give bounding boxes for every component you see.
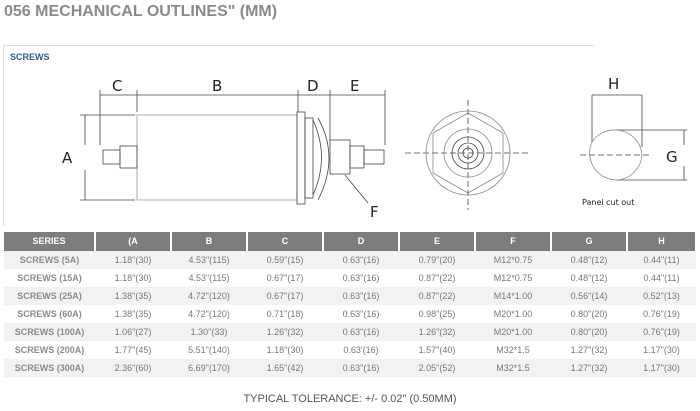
table-cell: 0.63"(16) [323, 323, 399, 341]
column-header: C [247, 232, 324, 251]
table-cell: M12*0.75 [475, 251, 551, 269]
column-header: F [475, 232, 552, 251]
dim-label-b: B [212, 77, 222, 95]
table-cell: 0.63"(16) [323, 359, 399, 377]
tolerance-note: TYPICAL TOLERANCE: +/- 0.02" (0.50MM) [243, 393, 457, 405]
table-cell: M32*1.5 [475, 359, 551, 377]
table-row: SCREWS (15A) 1.18"(30) 4.53"(115) 0.67"(17)… [4, 269, 696, 287]
column-header: G [551, 232, 628, 251]
table-cell: 0.48"(12) [551, 269, 627, 287]
table-cell: 0.76"(19) [627, 323, 696, 341]
series-cell: SCREWS (100A) [4, 323, 95, 341]
table-cell: 4.72"(120) [171, 305, 247, 323]
table-cell: 1.18"(30) [95, 251, 171, 269]
series-cell: SCREWS (200A) [4, 341, 95, 359]
table-cell: M14*1.00 [475, 287, 551, 305]
dim-label-d: D [307, 77, 319, 95]
table-cell: 5.51"(140) [171, 341, 247, 359]
table-header-row: SERIES (A B C D E F G H [4, 232, 697, 251]
table-cell: 0.67"(17) [247, 269, 323, 287]
table-cell: 1.57"(40) [399, 341, 475, 359]
table-cell: 0.79"(20) [399, 251, 475, 269]
table-cell: 0.67"(17) [247, 287, 323, 305]
table-row: SCREWS (25A) 1.38"(35) 4.72"(120) 0.67"(17)… [4, 287, 696, 305]
table-cell: 0.80"(20) [551, 305, 627, 323]
drawing-panel: SCREWS [3, 45, 594, 226]
dimensions-table: SERIES (A B C D E F G H SCREWS (5A) 1.18"(30) 4.53… [4, 232, 697, 377]
series-cell: SCREWS (25A) [4, 287, 95, 305]
table-row: SCREWS (100A) 1.06"(27) 1.30"(33) 1.26"(32)… [4, 323, 696, 341]
column-header: (A [95, 232, 172, 251]
table-cell: 4.53"(115) [171, 251, 247, 269]
panel-cutout-caption: Panel cut out [582, 198, 634, 207]
column-header: D [323, 232, 400, 251]
table-row: SCREWS (5A) 1.18"(30) 4.53"(115) 0.59"(15) 0… [4, 251, 696, 269]
series-cell: SCREWS (5A) [4, 251, 95, 269]
table-cell: 0.63"(16) [323, 251, 399, 269]
column-header: SERIES [4, 232, 96, 251]
table-row: SCREWS (300A) 2.36"(60) 6.69"(170) 1.65"(42… [4, 359, 696, 377]
column-header: B [171, 232, 248, 251]
table-row: SCREWS (60A) 1.38"(35) 4.72"(120) 0.71"(18)… [4, 305, 696, 323]
dim-label-h: H [608, 75, 619, 93]
dim-label-c: C [112, 77, 122, 95]
table-cell: 1.38"(35) [95, 305, 171, 323]
table-cell: 0.52"(13) [627, 287, 696, 305]
dim-label-f: F [370, 203, 379, 221]
table-cell: 1.17"(30) [627, 341, 696, 359]
table-cell: 1.30"(33) [171, 323, 247, 341]
table-cell: 1.38"(35) [95, 287, 171, 305]
table-cell: 0.87"(22) [399, 287, 475, 305]
table-cell: 1.18"(30) [247, 341, 323, 359]
series-cell: SCREWS (60A) [4, 305, 95, 323]
table-cell: 0.44"(11) [627, 251, 696, 269]
dim-label-a: A [62, 149, 73, 167]
table-cell: 0.63"(16) [323, 305, 399, 323]
table-cell: M20*1.00 [475, 323, 551, 341]
table-cell: 1.77"(45) [95, 341, 171, 359]
table-cell: 2.05"(52) [399, 359, 475, 377]
section-label: SCREWS [10, 52, 50, 62]
series-cell: SCREWS (300A) [4, 359, 95, 377]
table-cell: M32*1.5 [475, 341, 551, 359]
table-cell: 1.18"(30) [95, 269, 171, 287]
table-cell: 0.71"(18) [247, 305, 323, 323]
table-cell: M12*0.75 [475, 269, 551, 287]
table-cell: 1.27"(32) [551, 359, 627, 377]
table-cell: 1.26"(32) [247, 323, 323, 341]
table-cell: 0.48"(12) [551, 251, 627, 269]
table-cell: 1.26"(32) [399, 323, 475, 341]
table-cell: 1.65"(42) [247, 359, 323, 377]
table-cell: 1.27"(32) [551, 341, 627, 359]
table-cell: 0.63"(16) [323, 269, 399, 287]
table-cell: 0.63"(16) [323, 287, 399, 305]
table-cell: 0.98"(25) [399, 305, 475, 323]
table-cell: 0.87"(22) [399, 269, 475, 287]
table-cell: 1.06"(27) [95, 323, 171, 341]
table-cell: M20*1.00 [475, 305, 551, 323]
table-cell: 2.36"(60) [95, 359, 171, 377]
column-header: E [399, 232, 476, 251]
table-cell: 4.53"(115) [171, 269, 247, 287]
table-cell: 0.80"(20) [551, 323, 627, 341]
table-cell: 0.63'(16) [323, 341, 399, 359]
table-cell: 1.17"(30) [627, 359, 696, 377]
table-cell: 6.69"(170) [171, 359, 247, 377]
mechanical-drawing: C B D E A F G H Panel cut out [62, 75, 687, 221]
column-header: H [627, 232, 697, 251]
table-cell: 0.44"(11) [627, 269, 696, 287]
page-title: 056 MECHANICAL OUTLINES" (MM) [4, 3, 278, 20]
dim-label-e: E [350, 77, 359, 95]
table-cell: 0.59"(15) [247, 251, 323, 269]
table-cell: 0.56"(14) [551, 287, 627, 305]
table-cell: 4.72"(120) [171, 287, 247, 305]
dim-label-g: G [666, 148, 678, 166]
table-row: SCREWS (200A) 1.77"(45) 5.51"(140) 1.18"(30… [4, 341, 696, 359]
table-cell: 0.76"(19) [627, 305, 696, 323]
series-cell: SCREWS (15A) [4, 269, 95, 287]
